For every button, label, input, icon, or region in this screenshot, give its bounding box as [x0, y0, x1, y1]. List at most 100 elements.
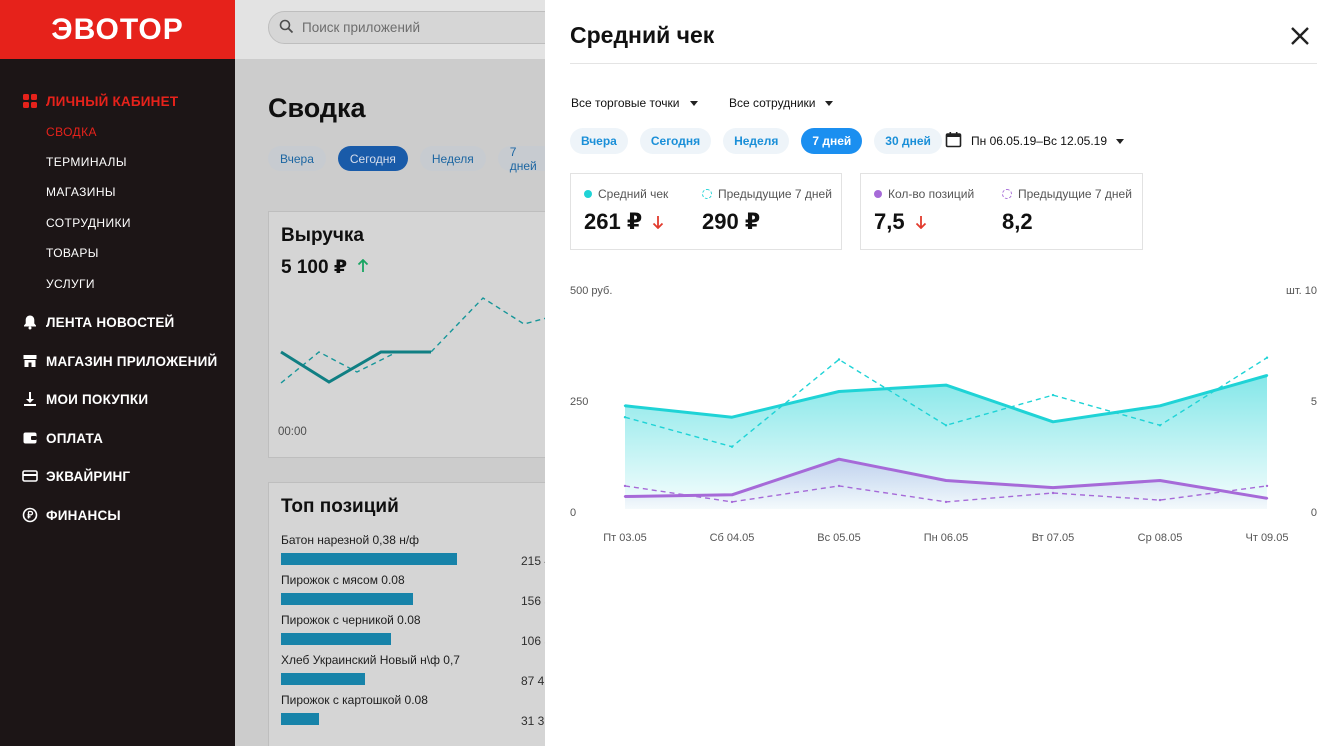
- x-axis-tick: Вс 05.05: [817, 532, 860, 544]
- revenue-card[interactable]: Выручка 5 100 ₽ 00:00: [268, 211, 555, 458]
- sidebar-item-payment[interactable]: ОПЛАТА: [22, 430, 103, 446]
- ruble-coin-icon: [22, 507, 38, 523]
- search-placeholder: Поиск приложений: [302, 20, 420, 35]
- legend-dashed-ring-icon: [1002, 189, 1012, 199]
- evotor-logo[interactable]: ЭВОТОР: [0, 0, 235, 59]
- x-axis-tick: Пт 03.05: [603, 532, 647, 544]
- revenue-time-label: 00:00: [278, 426, 307, 438]
- qty-metric-box: Кол-во позиций 7,5 Предыдущие 7 дней 8,2: [860, 173, 1143, 250]
- sidebar-item-label: ЛЕНТА НОВОСТЕЙ: [46, 314, 175, 330]
- series-point-1: [1265, 356, 1269, 359]
- top-item-value: 87 4: [521, 674, 545, 688]
- legend-dot-icon: [584, 190, 592, 198]
- y-axis-right-tick: шт. 10: [1286, 285, 1317, 297]
- top-item-bar: [281, 593, 413, 605]
- sidebar-sub-employees[interactable]: СОТРУДНИКИ: [46, 216, 131, 230]
- avg-check-value: 261 ₽: [584, 209, 643, 234]
- series-point-1: [730, 445, 734, 448]
- sidebar-item-label: МАГАЗИН ПРИЛОЖЕНИЙ: [46, 353, 218, 369]
- search-icon: [279, 19, 294, 37]
- sidebar-item-purchases[interactable]: МОИ ПОКУПКИ: [22, 391, 148, 407]
- qty-prev-value: 8,2: [1002, 209, 1033, 234]
- series-point-1: [1158, 424, 1162, 427]
- top-item-name: Пирожок с мясом 0.08: [281, 573, 405, 587]
- sidebar: ЭВОТОР ЛИЧНЫЙ КАБИНЕТ СВОДКА ТЕРМИНАЛЫ М…: [0, 0, 235, 746]
- series-point-0: [1051, 420, 1055, 423]
- series-point-0: [1265, 374, 1269, 377]
- series-point-2: [1051, 486, 1055, 489]
- sidebar-item-finance[interactable]: ФИНАНСЫ: [22, 507, 121, 523]
- x-axis-tick: Ср 08.05: [1138, 532, 1183, 544]
- top-item-bar: [281, 633, 391, 645]
- tab-yesterday[interactable]: Вчера: [570, 128, 628, 154]
- sidebar-item-app-store[interactable]: МАГАЗИН ПРИЛОЖЕНИЙ: [22, 353, 217, 369]
- points-dropdown[interactable]: Все торговые точки: [571, 96, 698, 110]
- avg-check-prev-metric: Предыдущие 7 дней 290 ₽: [702, 187, 832, 235]
- tab-7days[interactable]: 7 дней: [801, 128, 863, 154]
- top-bar: Поиск приложений: [235, 0, 555, 59]
- revenue-amount: 5 100 ₽: [281, 257, 348, 278]
- modal-overlay[interactable]: [235, 0, 545, 746]
- tab-week[interactable]: Неделя: [419, 146, 486, 171]
- series-point-1: [944, 424, 948, 427]
- top-item-bar: [281, 673, 365, 685]
- legend-dashed-ring-icon: [702, 189, 712, 199]
- tab-today[interactable]: Сегодня: [639, 128, 712, 154]
- chevron-down-icon: [1116, 138, 1125, 144]
- sidebar-item-label: ОПЛАТА: [46, 430, 104, 446]
- tab-today[interactable]: Сегодня: [337, 146, 408, 171]
- close-button[interactable]: [1288, 24, 1312, 48]
- y-axis-right-tick: 0: [1311, 507, 1317, 519]
- series-point-1: [623, 416, 627, 419]
- revenue-value: 5 100 ₽: [281, 256, 369, 279]
- series-point-2: [1158, 479, 1162, 482]
- revenue-title: Выручка: [281, 225, 364, 246]
- arrow-up-icon: [357, 257, 369, 279]
- staff-dropdown[interactable]: Все сотрудники: [729, 96, 834, 110]
- series-point-3: [1265, 484, 1269, 488]
- top-items-title: Топ позиций: [281, 496, 399, 517]
- series-point-3: [730, 500, 734, 504]
- top-item-name: Пирожок с картошкой 0.08: [281, 693, 428, 707]
- card-icon: [22, 468, 38, 484]
- sidebar-sub-svodka[interactable]: СВОДКА: [46, 125, 97, 139]
- series-point-3: [837, 484, 841, 488]
- sidebar-sub-services[interactable]: УСЛУГИ: [46, 277, 95, 291]
- store-icon: [22, 353, 38, 369]
- arrow-down-icon: [915, 209, 927, 235]
- x-axis-tick: Вт 07.05: [1032, 532, 1075, 544]
- sidebar-sub-goods[interactable]: ТОВАРЫ: [46, 246, 99, 260]
- sidebar-item-label: ЭКВАЙРИНГ: [46, 468, 131, 484]
- sidebar-item-news[interactable]: ЛЕНТА НОВОСТЕЙ: [22, 314, 174, 330]
- series-point-2: [730, 493, 734, 496]
- y-axis-left-tick: 500 руб.: [570, 285, 612, 297]
- series-point-0: [837, 390, 841, 393]
- x-axis-tick: Пн 06.05: [924, 532, 969, 544]
- staff-dropdown-value: Все сотрудники: [729, 96, 816, 110]
- tab-week[interactable]: Неделя: [723, 128, 790, 154]
- x-axis-tick: Чт 09.05: [1246, 532, 1289, 544]
- series-point-0: [623, 404, 627, 407]
- sidebar-item-acquiring[interactable]: ЭКВАЙРИНГ: [22, 468, 130, 484]
- top-item-name: Хлеб Украинский Новый н\ф 0,7: [281, 653, 460, 667]
- sidebar-item-cabinet[interactable]: ЛИЧНЫЙ КАБИНЕТ: [22, 93, 178, 109]
- series-point-3: [1158, 498, 1162, 502]
- average-check-chart: 500 руб. 250 0 шт. 10 5 0 Пт 03.05 Сб 04.05 Вс 0…: [570, 285, 1317, 544]
- date-range-picker[interactable]: Пн 06.05.19–Вс 12.05.19: [945, 131, 1125, 151]
- sidebar-sub-terminals[interactable]: ТЕРМИНАЛЫ: [46, 155, 127, 169]
- qty-metric: Кол-во позиций 7,5: [874, 187, 974, 235]
- qty-prev-label: Предыдущие 7 дней: [1018, 187, 1132, 201]
- download-icon: [22, 391, 38, 407]
- wallet-icon: [22, 430, 38, 446]
- sidebar-sub-stores[interactable]: МАГАЗИНЫ: [46, 185, 116, 199]
- qty-prev-metric: Предыдущие 7 дней 8,2: [1002, 187, 1132, 235]
- tab-30days[interactable]: 30 дней: [874, 128, 942, 154]
- series-point-3: [944, 500, 948, 504]
- top-item-value: 31 3: [521, 714, 545, 728]
- top-items-card[interactable]: Топ позиций Батон нарезной 0,38 н/ф 215 4…: [268, 482, 555, 746]
- series-point-2: [837, 458, 841, 461]
- avg-check-prev-value: 290 ₽: [702, 209, 761, 234]
- top-item-value: 156 3: [521, 594, 552, 608]
- search-input[interactable]: Поиск приложений: [268, 11, 555, 44]
- tab-yesterday[interactable]: Вчера: [268, 146, 326, 171]
